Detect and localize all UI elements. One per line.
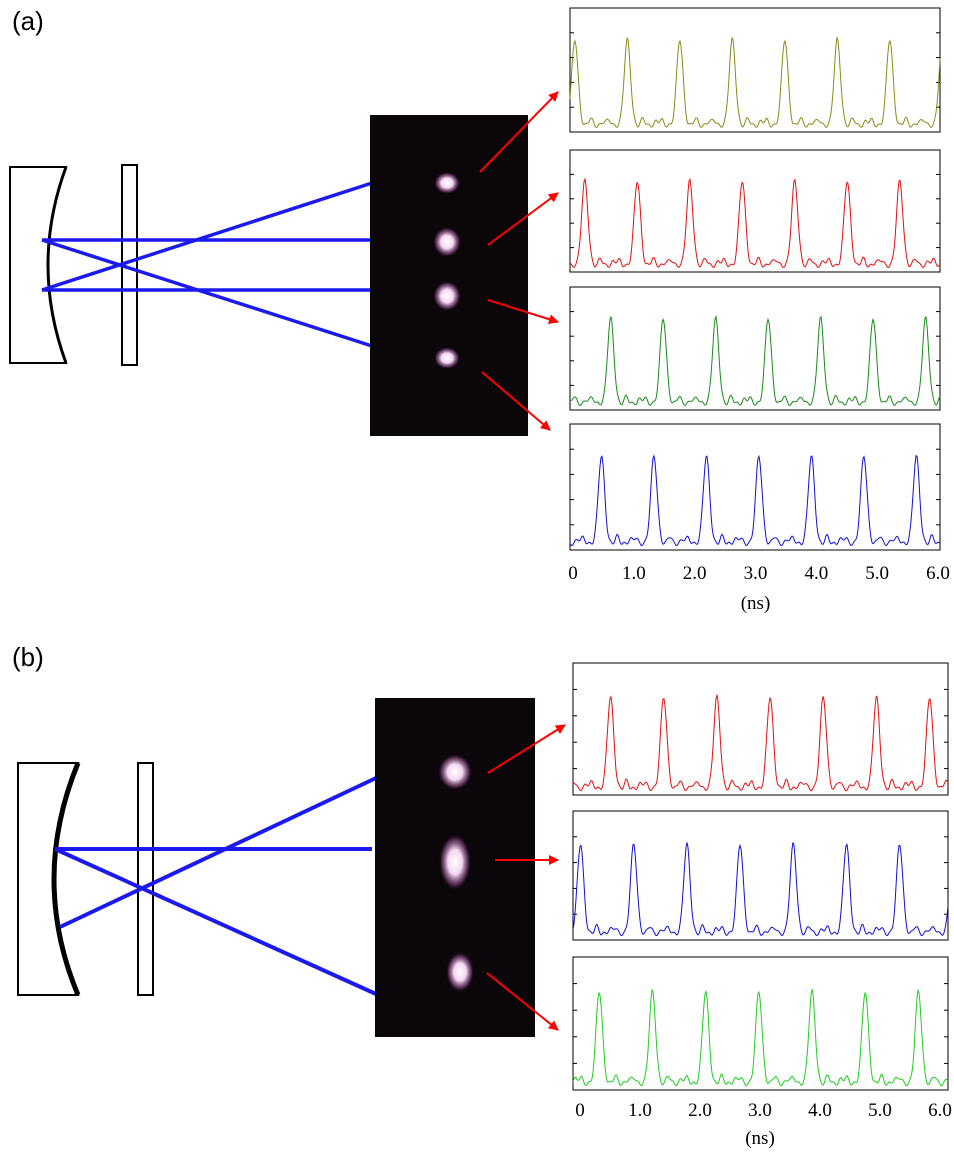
plot-frame: [569, 286, 941, 411]
traces: 0 1.0 2.0 3.0 4.0 5.0 6.0 (ns) 0 1.0 2.0 3.0 4.0 5.0 6…: [568, 7, 952, 1149]
trace: [569, 314, 941, 407]
x-tick-label: 4.0: [808, 1100, 832, 1121]
x-axis-unit: (ns): [741, 593, 771, 614]
trace: [569, 177, 941, 269]
x-tick-label: 6.0: [928, 1100, 952, 1121]
trace: [572, 694, 949, 792]
trace: [572, 988, 949, 1087]
plot-frame: [572, 810, 949, 941]
plot-frame: [572, 662, 949, 796]
plot-frame: [572, 956, 949, 1091]
x-tick-label: 1.0: [628, 1100, 652, 1121]
plot-frame: [569, 149, 941, 273]
x-tick-label: 1.0: [622, 563, 646, 584]
x-tick-label: 0: [575, 1100, 585, 1121]
plot-frame: [569, 423, 941, 551]
x-tick-label: 6.0: [926, 563, 950, 584]
x-tick-label: 0: [568, 563, 578, 584]
optics-b: [17, 698, 566, 1037]
x-tick-label: 2.0: [683, 563, 707, 584]
x-tick-label: 3.0: [744, 563, 768, 584]
trace: [572, 842, 949, 937]
x-tick-label: 2.0: [688, 1100, 712, 1121]
x-axis-unit: (ns): [745, 1128, 775, 1149]
x-tick-label: 4.0: [804, 563, 828, 584]
panel-label: (a): [12, 6, 44, 36]
x-tick-label: 5.0: [868, 1100, 892, 1121]
panel-label: (b): [12, 642, 44, 672]
plot-frame: [569, 7, 941, 133]
x-tick-label: 5.0: [865, 563, 889, 584]
optics-a: [9, 91, 559, 436]
trace: [569, 454, 941, 547]
x-tick-label: 3.0: [748, 1100, 772, 1121]
trace: [569, 35, 941, 129]
